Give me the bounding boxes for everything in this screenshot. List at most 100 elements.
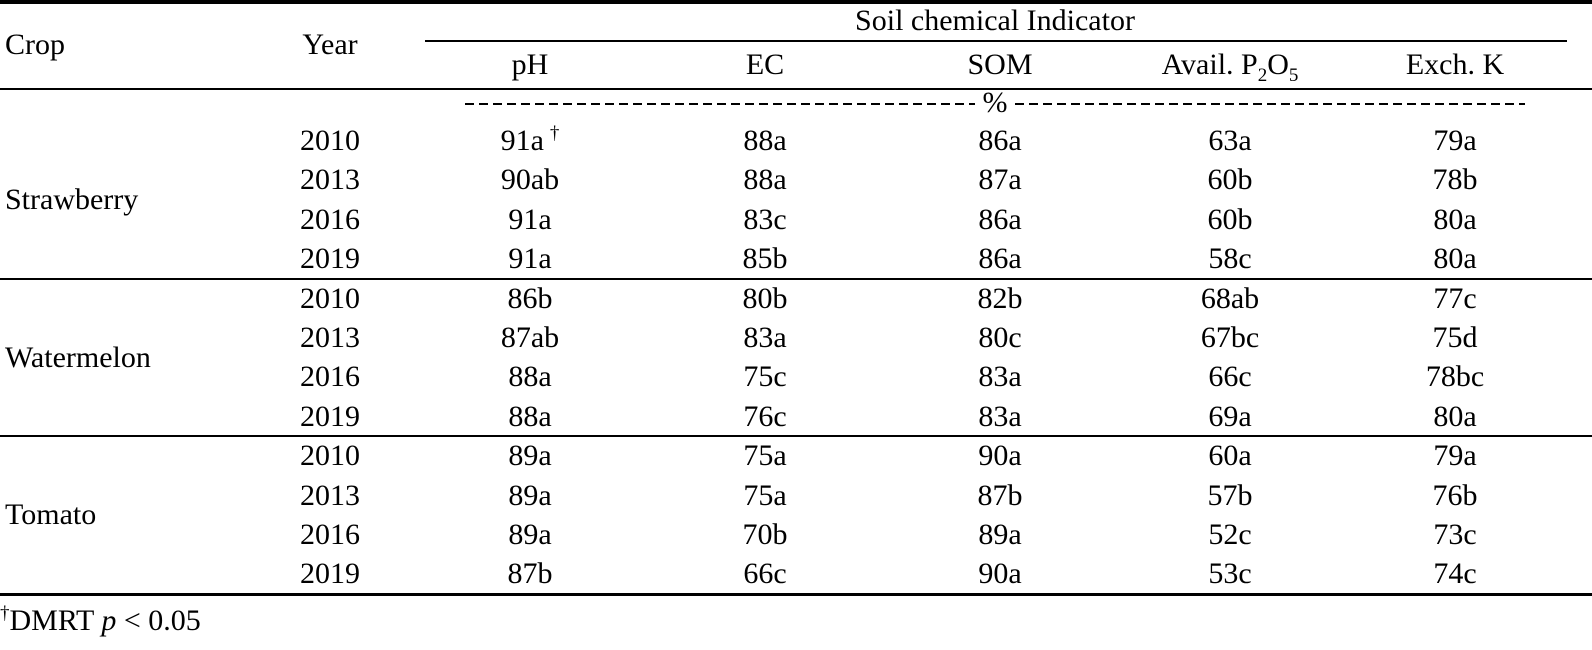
value-text: 86b (507, 281, 553, 315)
column-header: Exch. K (1405, 48, 1505, 81)
value-text: 90a (978, 557, 1022, 591)
value-text: 78b (1432, 163, 1478, 197)
value-cell: 80a (1433, 203, 1476, 237)
year-cell: 2013 (300, 163, 360, 197)
footnote-rest: < 0.05 (123, 604, 201, 637)
value-cell: 66c (743, 557, 786, 591)
footnote-marker: † (549, 123, 560, 144)
value-text: 70b (742, 518, 788, 551)
footnote-text: DMRT (9, 604, 94, 637)
group-rule (0, 435, 1592, 438)
column-header: Avail. P2O5 (1162, 48, 1299, 85)
value-cell: 57b (1208, 479, 1253, 513)
value-text: 89a (508, 518, 552, 551)
crop-cell: Tomato (5, 498, 97, 532)
column-header-part: O (1267, 48, 1289, 81)
value-cell: 80c (978, 321, 1021, 355)
value-cell: 86a (978, 242, 1021, 276)
footnote-marker: † (0, 603, 10, 624)
column-header: EC (745, 48, 785, 81)
year-cell: 2019 (300, 399, 360, 433)
value-cell: 77c (1433, 282, 1476, 316)
value-text: 52c (1208, 518, 1252, 551)
footnote: †DMRT p < 0.05 (0, 604, 201, 638)
value-text: 91a (508, 202, 552, 236)
value-text: 74c (1433, 557, 1477, 591)
year-cell: 2010 (300, 439, 360, 473)
value-text: 80c (978, 321, 1022, 354)
value-cell: 86a (978, 124, 1021, 158)
value-cell: 80b (743, 282, 788, 316)
year-cell: 2016 (300, 518, 360, 551)
value-cell: 66c (1208, 360, 1251, 394)
value-text: 66c (1208, 360, 1252, 394)
value-cell: 75a (743, 439, 786, 473)
value-cell: 60b (1208, 203, 1253, 237)
value-text: 89a (978, 518, 1022, 551)
value-cell: 60b (1208, 163, 1253, 197)
header-rule (0, 88, 1592, 90)
value-cell: 58c (1208, 242, 1251, 276)
value-text: 88a (743, 124, 787, 157)
value-text: 89a (508, 478, 552, 512)
group-title: Soil chemical Indicator (855, 4, 1135, 37)
value-cell: 83c (743, 203, 786, 237)
value-cell: 90a (978, 557, 1021, 591)
value-text: 57b (1207, 478, 1253, 512)
value-cell: 73c (1433, 518, 1476, 552)
top-rule (0, 0, 1592, 4)
value-cell: 87b (978, 479, 1023, 513)
value-cell: 88a (743, 163, 786, 197)
value-text: 60b (1207, 202, 1253, 236)
value-text: 88a (508, 360, 552, 394)
value-cell: 82b (978, 282, 1023, 316)
value-cell: 90a (978, 439, 1021, 473)
value-text: 60a (1208, 439, 1252, 473)
value-text: 78bc (1425, 360, 1485, 394)
value-cell: 89a (978, 518, 1021, 552)
value-cell: 88a (508, 360, 551, 394)
value-cell: 86a (978, 203, 1021, 237)
value-text: 91a (508, 242, 552, 276)
value-cell: 75a (743, 479, 786, 513)
value-text: 79a (1433, 124, 1477, 157)
year-cell: 2019 (300, 242, 360, 276)
value-text: 87b (507, 557, 553, 591)
value-cell: 52c (1208, 518, 1251, 552)
value-cell: 80a (1433, 400, 1476, 434)
value-cell: 85b (743, 242, 788, 276)
value-text: 90a (978, 439, 1022, 473)
value-text: 76c (743, 399, 787, 433)
year-cell: 2016 (300, 202, 360, 236)
value-text: 91a (500, 124, 544, 157)
value-text: 89a (508, 439, 552, 473)
value-text: 87ab (500, 321, 560, 354)
crop-cell: Watermelon (5, 340, 151, 374)
value-cell: 63a (1208, 124, 1251, 158)
value-text: 86a (978, 202, 1022, 236)
year-cell: 2010 (300, 124, 360, 157)
bottom-rule (0, 593, 1592, 596)
value-text: 63a (1208, 124, 1252, 157)
value-text: 76b (1432, 478, 1478, 512)
value-text: 75a (743, 439, 787, 473)
value-text: 83a (978, 399, 1022, 433)
crop-header: Crop (5, 28, 65, 61)
value-cell: 89a (508, 518, 551, 552)
column-header-sub: 5 (1288, 65, 1299, 86)
value-text: 60b (1207, 163, 1253, 197)
value-text: 86a (978, 242, 1022, 276)
value-cell: 76c (743, 400, 786, 434)
column-header-sub: 2 (1257, 65, 1268, 86)
value-cell: 74c (1433, 557, 1476, 591)
value-text: 85b (742, 242, 788, 276)
value-text: 82b (977, 281, 1023, 315)
value-cell: 79a (1433, 439, 1476, 473)
value-text: 66c (743, 557, 787, 591)
value-cell: 88a (743, 124, 786, 158)
column-header: SOM (967, 48, 1033, 81)
value-cell: 87ab (501, 321, 559, 355)
value-text: 80a (1433, 202, 1477, 236)
value-cell: 79a (1433, 124, 1476, 158)
value-text: 80a (1433, 242, 1477, 276)
